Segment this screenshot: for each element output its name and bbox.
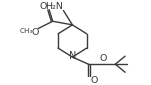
Text: O: O [39,2,47,11]
Text: O: O [100,54,107,63]
Text: N: N [69,51,76,61]
Text: O: O [90,76,98,85]
Text: CH₃: CH₃ [19,28,33,34]
Text: O: O [31,28,39,36]
Text: H₂N: H₂N [46,2,63,11]
